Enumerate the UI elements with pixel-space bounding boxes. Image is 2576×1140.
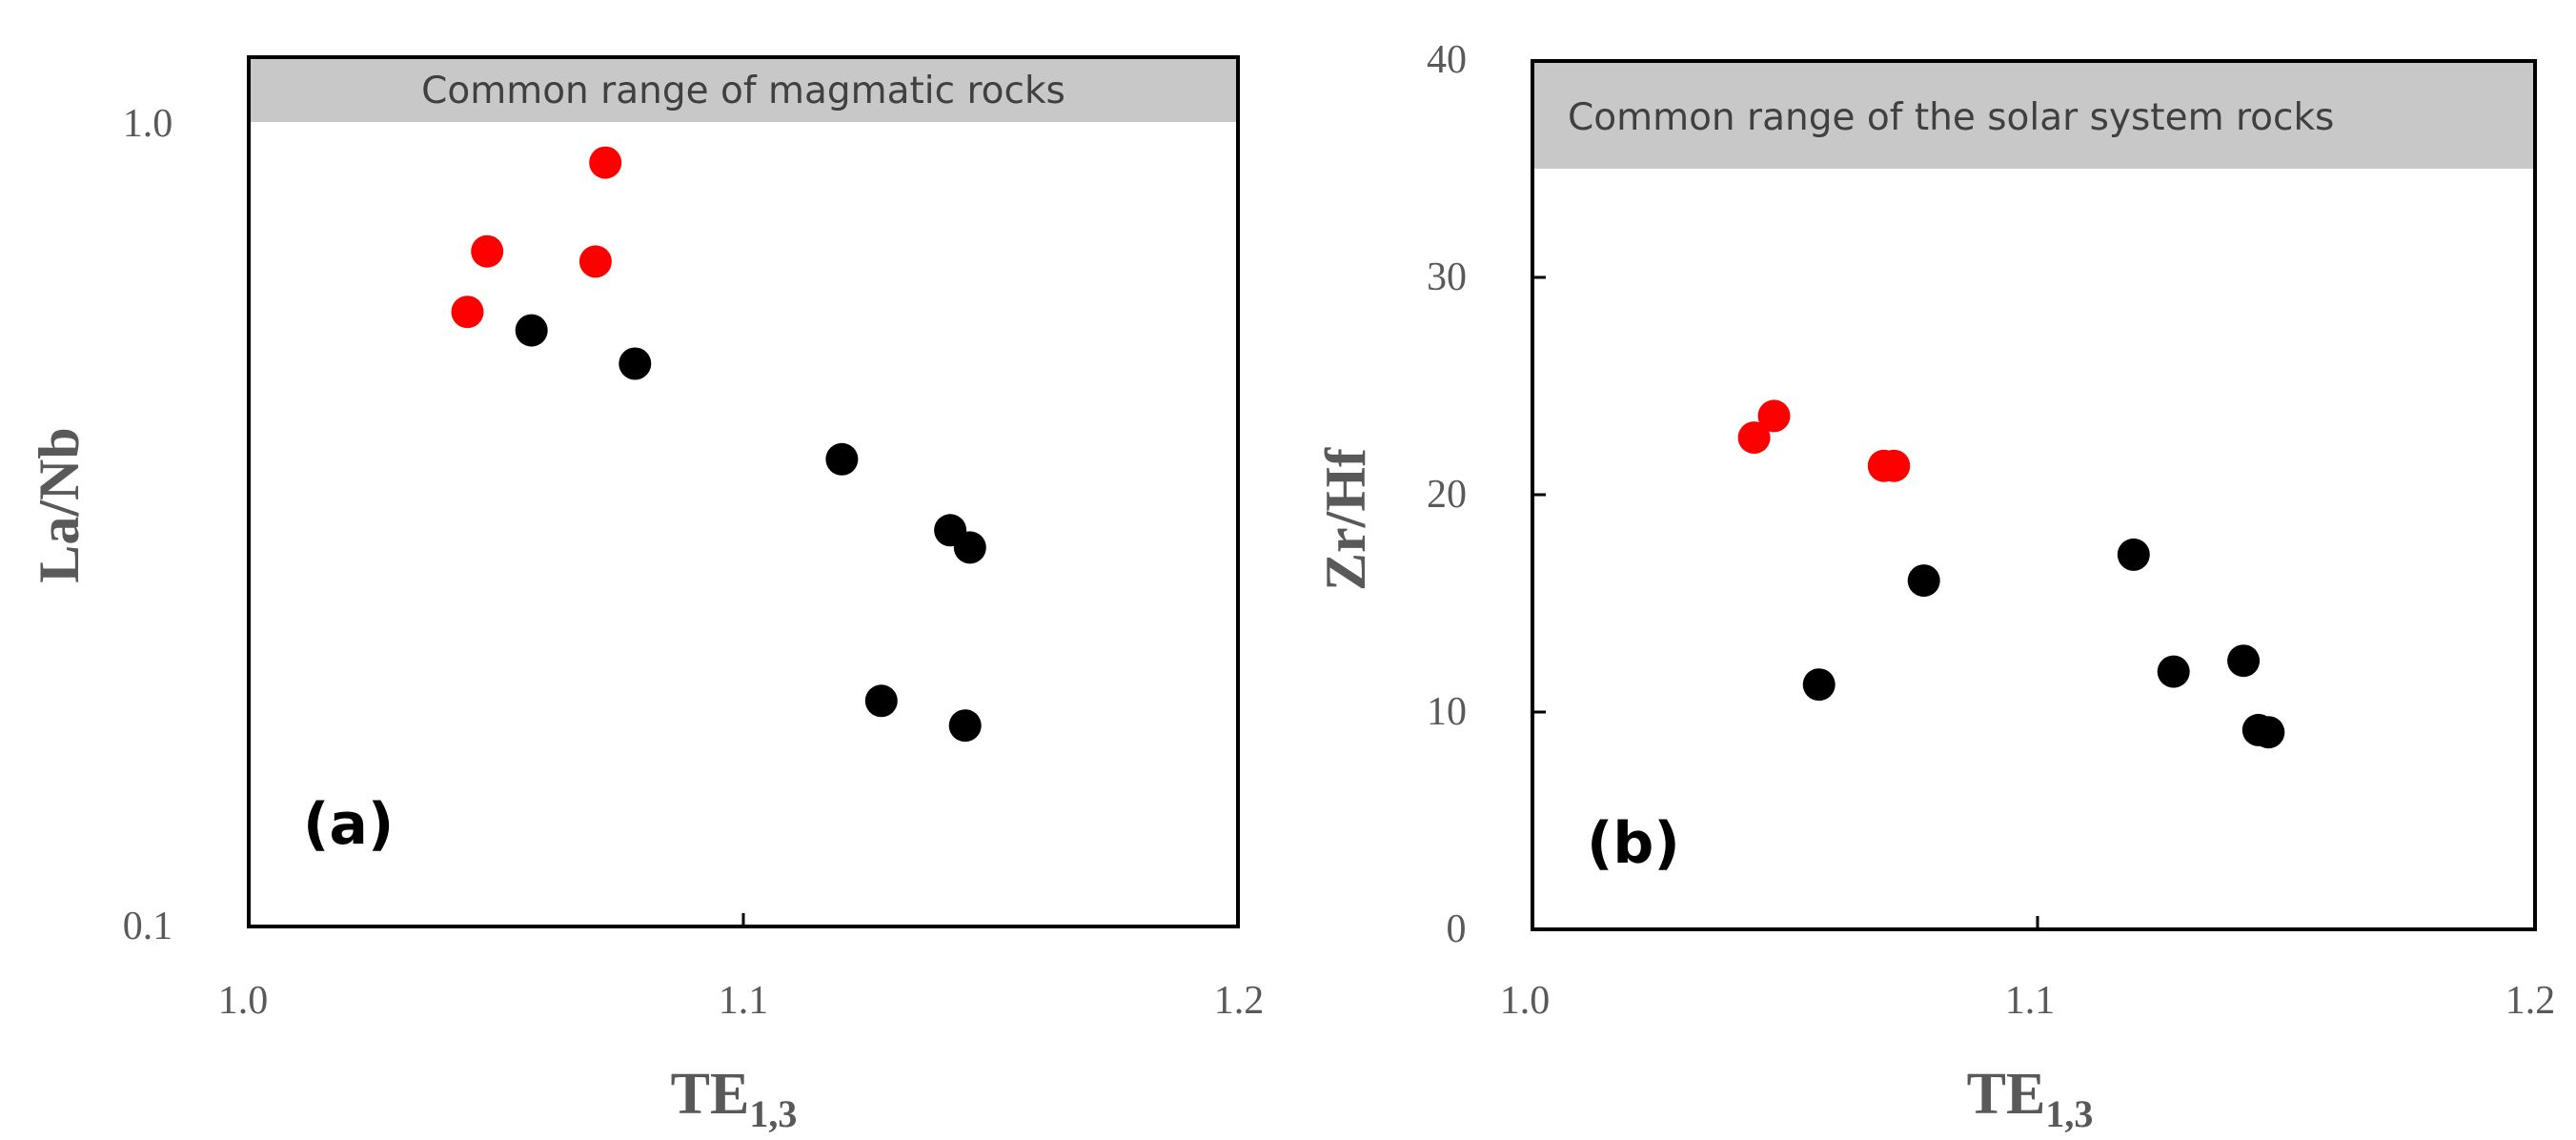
panel-b-band (1534, 63, 2533, 169)
panel-a-y-tick-label: 0.1 (123, 905, 173, 948)
panel-b-red-point (1737, 421, 1771, 455)
panel-a-x-axis-title-subscript: 1,3 (749, 1092, 797, 1135)
panel-b-black-point (1907, 564, 1940, 598)
panel-a-points (451, 146, 986, 743)
panel-a-red-point (578, 245, 612, 278)
panel-b-x-tick-label: 1.0 (1500, 979, 1551, 1023)
panel-a-band-label: Common range of magmatic rocks (421, 70, 1065, 112)
panel-a-band (251, 57, 1236, 122)
panel-b-y-tick-label: 10 (1427, 690, 1467, 734)
panel-b-y-tick-label: 30 (1427, 255, 1467, 299)
panel-b-black-point (2157, 655, 2190, 688)
panel-a-black-point (825, 442, 859, 476)
panel-a-black-point (515, 314, 548, 347)
panel-a-y-tick-label: 1.0 (123, 102, 173, 146)
panel-a-plot-frame (247, 55, 1240, 928)
panel-b-red-point (1757, 399, 1791, 433)
panel-b-black-point (1802, 668, 1836, 702)
panel-a-red-point (471, 234, 504, 268)
panel-b-x-tick-label: 1.1 (2005, 979, 2056, 1023)
panel-a-x-tick-label: 1.2 (1214, 979, 1265, 1023)
panel-b-x-axis-title: TE1,3 (1967, 1062, 2094, 1135)
panel-a-black-point (953, 531, 986, 564)
panel-b-band-label: Common range of the solar system rocks (1568, 96, 2334, 139)
panel-a-red-point (451, 295, 484, 329)
panel-b-chart: Common range of the solar system rocks 1… (1314, 38, 2555, 1135)
panel-b-black-point (2117, 538, 2150, 571)
panel-b-points (1737, 399, 2285, 749)
panel-b-x-axis-title-subscript: 1,3 (2045, 1092, 2093, 1135)
panel-b-label: (b) (1587, 810, 1680, 877)
panel-a-chart: Common range of magmatic rocks 1.0 1.1 1… (28, 55, 1265, 1135)
panel-a-black-point (619, 347, 652, 380)
panel-b-y-tick-label: 40 (1427, 38, 1467, 82)
panel-a-x-axis-title-main: TE (671, 1062, 750, 1127)
panel-b-black-point (2227, 644, 2261, 678)
panel-b-black-point (2252, 716, 2285, 749)
panel-a-x-tick-label: 1.1 (719, 979, 769, 1023)
panel-b-y-axis-title: Zr/Hf (1314, 447, 1377, 591)
panel-b-red-point (1877, 449, 1911, 482)
panel-a-black-point (864, 684, 898, 718)
panel-b-y-tick-label: 0 (1447, 907, 1467, 951)
panel-b-plot-frame (1531, 59, 2537, 931)
panel-b-x-axis-title-main: TE (1967, 1062, 2046, 1127)
panel-b-x-tick-label: 1.2 (2505, 979, 2556, 1023)
panel-a-black-point (948, 709, 982, 743)
panel-a-label: (a) (303, 791, 394, 858)
panel-a-red-point (589, 146, 622, 179)
panel-a-y-axis-title: La/Nb (28, 427, 91, 582)
panel-a-x-tick-label: 1.0 (218, 979, 269, 1023)
panel-b-y-tick-label: 20 (1427, 473, 1467, 517)
panel-a-x-axis-title: TE1,3 (671, 1062, 798, 1135)
